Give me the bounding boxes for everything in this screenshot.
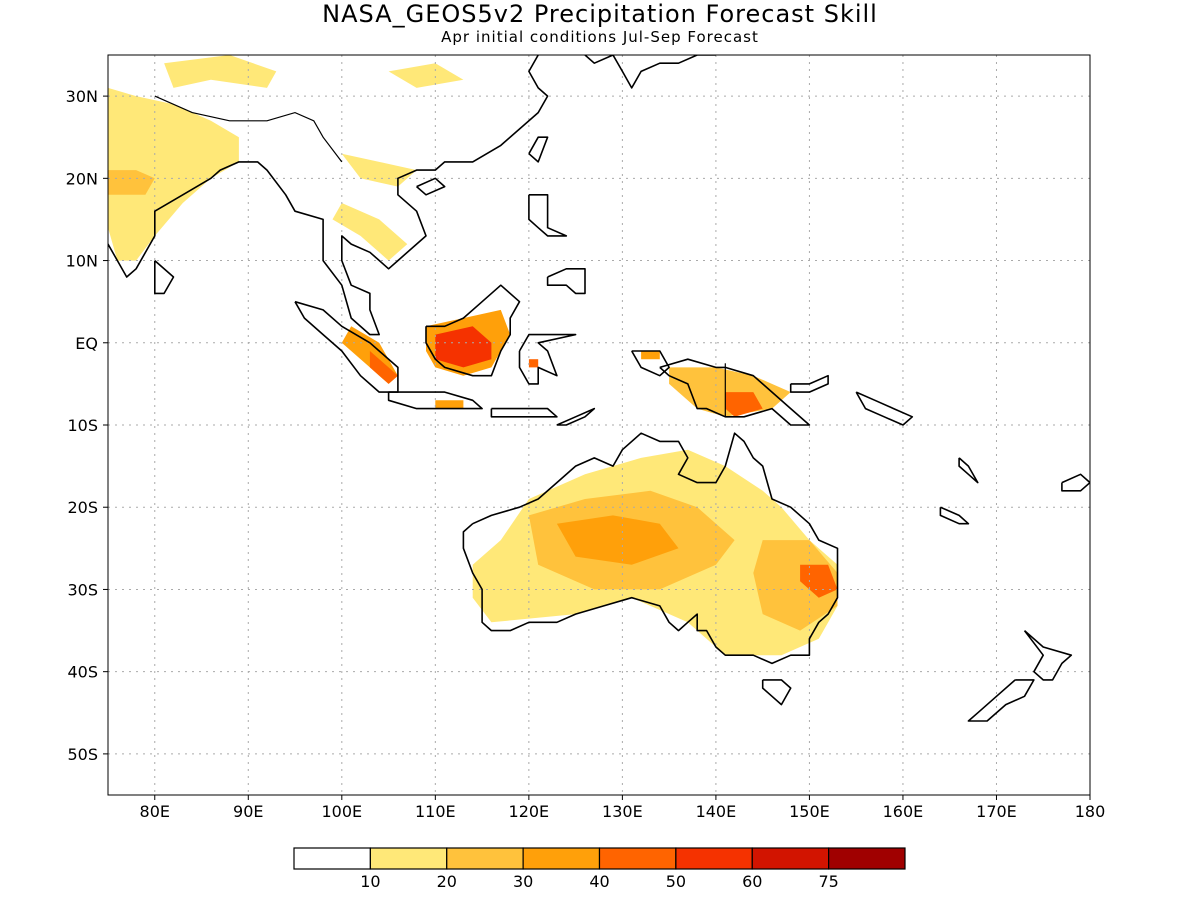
colorbar-swatch: [522, 847, 601, 870]
coastline-borneo: [425, 284, 521, 377]
skill-region-borneo-core: [435, 326, 492, 368]
coastline-java: [387, 391, 483, 410]
x-tick-label: 110E: [415, 802, 456, 821]
skill-region-south-china: [341, 153, 417, 187]
skill-region-new-guinea-core: [725, 392, 763, 417]
colorbar-swatch: [446, 847, 524, 870]
skill-region-sumatra-south: [369, 351, 398, 384]
x-tick-label: 150E: [789, 802, 830, 821]
colorbar-swatch: [369, 847, 448, 870]
coastline-timor: [556, 407, 596, 426]
x-tick-label: 80E: [140, 802, 170, 821]
y-tick-label: 30S: [67, 580, 98, 599]
colorbar-swatch: [598, 847, 677, 870]
graticule: [108, 55, 1090, 795]
coastline-vanuatu: [958, 457, 979, 484]
coastline-solomons: [855, 391, 914, 426]
coastline-taiwan: [528, 136, 549, 163]
y-tick-label: 40S: [67, 663, 98, 682]
coastline-nz-south: [967, 679, 1035, 722]
colorbar-label: 40: [589, 872, 609, 891]
colorbar-swatch: [751, 847, 830, 870]
x-tick-label: 180: [1075, 802, 1106, 821]
coastline-india: [108, 55, 549, 336]
coastline-layer: [108, 55, 1090, 722]
coastline-korea-japan: [584, 55, 716, 89]
skill-region-indochina: [332, 203, 408, 261]
skill-region-india-core: [108, 170, 155, 195]
colorbar: 10 20 30 40 50 60 75: [293, 847, 906, 891]
coastline-nz-north: [1023, 629, 1073, 681]
colorbar-label: 10: [360, 872, 380, 891]
coastline-flores: [490, 407, 558, 418]
colorbar-label: 60: [742, 872, 762, 891]
x-tick-label: 130E: [602, 802, 643, 821]
skill-region-queensland: [753, 540, 838, 631]
colorbar-swatch: [293, 847, 371, 870]
coastline-luzon: [528, 194, 568, 237]
skill-region-india: [108, 87, 239, 261]
skill-region-australia-core: [556, 515, 679, 565]
coastline-fiji: [1061, 473, 1090, 492]
skill-region-java: [435, 400, 464, 409]
colorbar-label: 20: [437, 872, 457, 891]
coastline-new-britain: [789, 374, 829, 393]
skill-region-sulawesi: [528, 359, 539, 368]
coastline-hainan: [416, 177, 446, 196]
colorbar-swatch: [675, 847, 753, 870]
x-tick-label: 170E: [976, 802, 1017, 821]
skill-fill-layer: [108, 55, 838, 656]
coastline-mindanao: [546, 267, 586, 295]
x-tick-label: 160E: [883, 802, 924, 821]
x-tick-label: 120E: [509, 802, 550, 821]
coastline-new-guinea: [659, 358, 811, 426]
coastline-tasmania: [761, 679, 792, 706]
colorbar-label: 50: [666, 872, 686, 891]
y-tick-label: 50S: [67, 745, 98, 764]
colorbar-label: 30: [513, 872, 533, 891]
coastline-sumatra: [294, 300, 399, 393]
coastline-new-caledonia: [939, 506, 970, 525]
map-subtitle: Apr initial conditions Jul-Sep Forecast: [441, 28, 759, 46]
coastline-sulawesi: [518, 333, 577, 385]
y-tick-label: 10S: [67, 416, 98, 435]
skill-region-north-china: [388, 63, 464, 88]
coastline-sri-lanka: [154, 259, 175, 295]
border-himalaya: [154, 95, 343, 163]
x-tick-label: 90E: [233, 802, 263, 821]
coastline-bird-head: [631, 350, 670, 377]
colorbar-swatch: [828, 847, 906, 870]
map-title: NASA_GEOS5v2 Precipitation Forecast Skil…: [322, 0, 878, 28]
y-tick-label: 20N: [66, 169, 98, 188]
y-tick-label: 20S: [67, 498, 98, 517]
y-tick-label: 30N: [66, 87, 98, 106]
skill-region-bird-head: [641, 351, 660, 360]
x-tick-label: 100E: [321, 802, 362, 821]
skill-region-tibet: [164, 55, 277, 88]
coastline-australia: [462, 432, 839, 665]
axis-labels: 80E 90E 100E 110E 120E 130E 140E 150E 160E 170E 18…: [66, 87, 1106, 821]
y-tick-label: 10N: [66, 252, 98, 271]
x-tick-label: 140E: [696, 802, 737, 821]
y-tick-label: EQ: [75, 334, 98, 353]
colorbar-label: 75: [818, 872, 838, 891]
